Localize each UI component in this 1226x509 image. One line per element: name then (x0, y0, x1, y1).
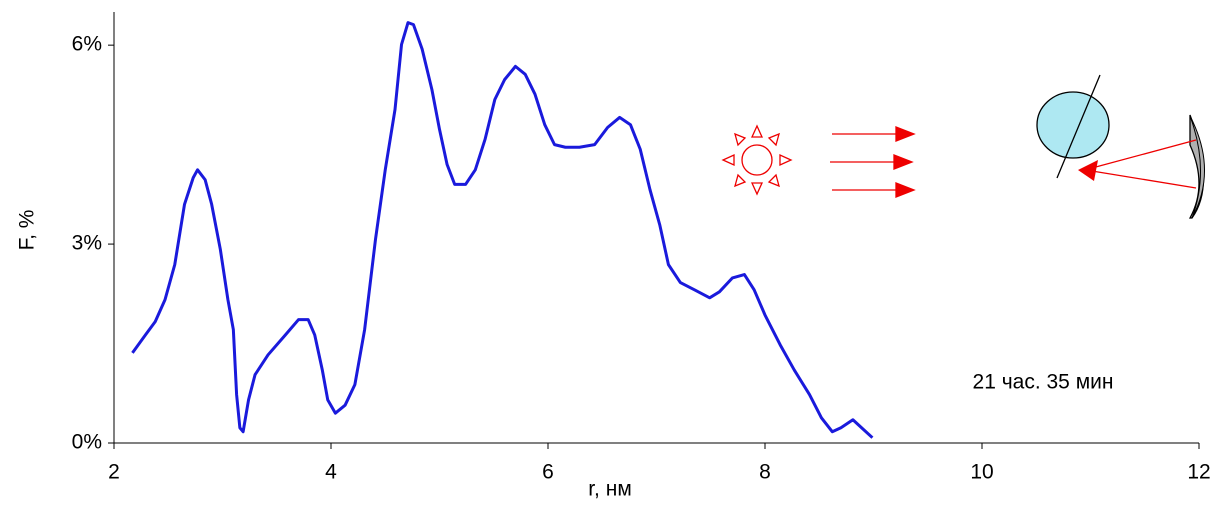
x-tick-label: 12 (1187, 461, 1210, 484)
x-tick-label: 4 (325, 461, 337, 484)
annotation: 21 час. 35 мин (973, 371, 1114, 394)
y-tick-label: 6% (72, 33, 102, 56)
y-axis-label: F, % (16, 210, 39, 251)
y-tick-label: 0% (72, 431, 102, 454)
sun-icon (721, 124, 793, 196)
x-tick-label: 8 (759, 461, 771, 484)
data-line (131, 21, 874, 439)
particle-icon (1036, 74, 1110, 179)
detector-icon (1078, 114, 1205, 219)
x-axis-label: r, нм (588, 478, 632, 501)
x-tick-label: 2 (108, 461, 120, 484)
y-tick-label: 3% (72, 232, 102, 255)
x-tick-label: 10 (970, 461, 993, 484)
light-arrows (830, 126, 916, 198)
x-tick-label: 6 (542, 461, 554, 484)
